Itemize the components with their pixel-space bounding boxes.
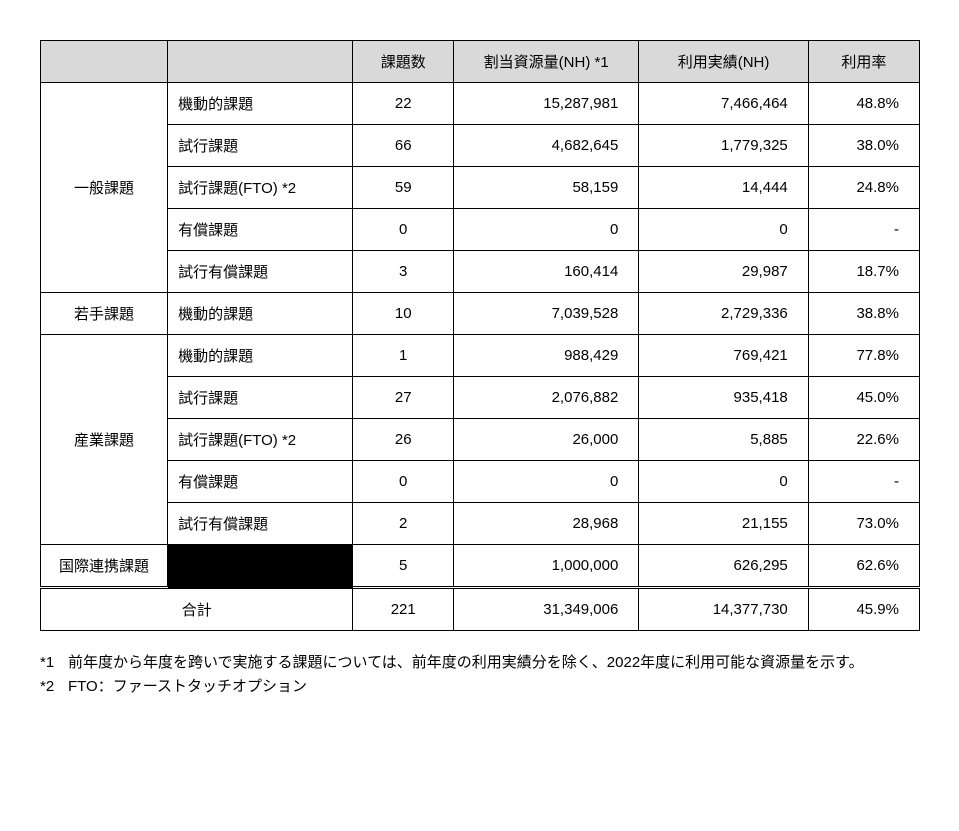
rate-cell: 45.0%	[808, 377, 919, 419]
actual-cell: 5,885	[639, 419, 808, 461]
rate-cell: 48.8%	[808, 83, 919, 125]
footnote-text: 前年度から年度を跨いで実施する課題については、前年度の利用実績分を除く、2022…	[68, 651, 920, 675]
rate-cell: -	[808, 209, 919, 251]
subcategory-cell: 機動的課題	[168, 83, 353, 125]
actual-cell: 0	[639, 209, 808, 251]
actual-cell: 7,466,464	[639, 83, 808, 125]
rate-cell: 22.6%	[808, 419, 919, 461]
alloc-cell: 0	[454, 461, 639, 503]
alloc-cell: 58,159	[454, 167, 639, 209]
rate-cell: -	[808, 461, 919, 503]
subcategory-cell: 有償課題	[168, 209, 353, 251]
table-header-row: 課題数 割当資源量(NH) *1 利用実績(NH) 利用率	[41, 41, 920, 83]
subcategory-cell: 試行有償課題	[168, 503, 353, 545]
alloc-cell: 28,968	[454, 503, 639, 545]
table-row: 試行課題(FTO) *22626,0005,88522.6%	[41, 419, 920, 461]
alloc-cell: 160,414	[454, 251, 639, 293]
header-actual: 利用実績(NH)	[639, 41, 808, 83]
rate-cell: 77.8%	[808, 335, 919, 377]
alloc-cell: 0	[454, 209, 639, 251]
actual-cell: 29,987	[639, 251, 808, 293]
actual-cell: 1,779,325	[639, 125, 808, 167]
table-row: 一般課題機動的課題2215,287,9817,466,46448.8%	[41, 83, 920, 125]
count-cell: 5	[353, 545, 454, 588]
actual-cell: 2,729,336	[639, 293, 808, 335]
alloc-cell: 4,682,645	[454, 125, 639, 167]
header-cat1	[41, 41, 168, 83]
alloc-cell: 2,076,882	[454, 377, 639, 419]
footnote-text: FTO：ファーストタッチオプション	[68, 675, 920, 699]
table-row: 試行課題(FTO) *25958,15914,44424.8%	[41, 167, 920, 209]
actual-cell: 0	[639, 461, 808, 503]
count-cell: 0	[353, 461, 454, 503]
subcategory-cell: 機動的課題	[168, 293, 353, 335]
alloc-cell: 988,429	[454, 335, 639, 377]
table-row: 有償課題000-	[41, 461, 920, 503]
count-cell: 2	[353, 503, 454, 545]
alloc-cell: 15,287,981	[454, 83, 639, 125]
header-count: 課題数	[353, 41, 454, 83]
category-cell: 産業課題	[41, 335, 168, 545]
footnotes: *1前年度から年度を跨いで実施する課題については、前年度の利用実績分を除く、20…	[40, 651, 920, 699]
count-cell: 1	[353, 335, 454, 377]
table-row: 産業課題機動的課題1988,429769,42177.8%	[41, 335, 920, 377]
category-cell: 国際連携課題	[41, 545, 168, 588]
subcategory-cell: 試行課題(FTO) *2	[168, 167, 353, 209]
resource-table: 課題数 割当資源量(NH) *1 利用実績(NH) 利用率 一般課題機動的課題2…	[40, 40, 920, 631]
total-label: 合計	[41, 588, 353, 631]
header-rate: 利用率	[808, 41, 919, 83]
footnote: *2FTO：ファーストタッチオプション	[40, 675, 920, 699]
count-cell: 3	[353, 251, 454, 293]
table-row: 国際連携課題 51,000,000626,29562.6%	[41, 545, 920, 588]
footnote-marker: *1	[40, 651, 68, 675]
count-cell: 26	[353, 419, 454, 461]
category-cell: 若手課題	[41, 293, 168, 335]
subcategory-cell: 機動的課題	[168, 335, 353, 377]
rate-cell: 38.8%	[808, 293, 919, 335]
total-count: 221	[353, 588, 454, 631]
footnote-marker: *2	[40, 675, 68, 699]
count-cell: 10	[353, 293, 454, 335]
header-cat2	[168, 41, 353, 83]
actual-cell: 626,295	[639, 545, 808, 588]
actual-cell: 21,155	[639, 503, 808, 545]
actual-cell: 935,418	[639, 377, 808, 419]
table-row: 試行有償課題228,96821,15573.0%	[41, 503, 920, 545]
rate-cell: 38.0%	[808, 125, 919, 167]
table-row: 有償課題000-	[41, 209, 920, 251]
subcategory-cell	[168, 545, 353, 588]
table-row: 試行課題664,682,6451,779,32538.0%	[41, 125, 920, 167]
actual-cell: 769,421	[639, 335, 808, 377]
count-cell: 66	[353, 125, 454, 167]
table-row: 試行有償課題3160,41429,98718.7%	[41, 251, 920, 293]
rate-cell: 24.8%	[808, 167, 919, 209]
rate-cell: 62.6%	[808, 545, 919, 588]
table-row: 若手課題機動的課題107,039,5282,729,33638.8%	[41, 293, 920, 335]
subcategory-cell: 試行課題(FTO) *2	[168, 419, 353, 461]
footnote: *1前年度から年度を跨いで実施する課題については、前年度の利用実績分を除く、20…	[40, 651, 920, 675]
total-alloc: 31,349,006	[454, 588, 639, 631]
alloc-cell: 7,039,528	[454, 293, 639, 335]
table-row: 試行課題272,076,882935,41845.0%	[41, 377, 920, 419]
count-cell: 0	[353, 209, 454, 251]
alloc-cell: 26,000	[454, 419, 639, 461]
category-cell: 一般課題	[41, 83, 168, 293]
rate-cell: 18.7%	[808, 251, 919, 293]
rate-cell: 73.0%	[808, 503, 919, 545]
total-actual: 14,377,730	[639, 588, 808, 631]
header-alloc: 割当資源量(NH) *1	[454, 41, 639, 83]
total-rate: 45.9%	[808, 588, 919, 631]
total-row: 合計22131,349,00614,377,73045.9%	[41, 588, 920, 631]
count-cell: 22	[353, 83, 454, 125]
count-cell: 59	[353, 167, 454, 209]
actual-cell: 14,444	[639, 167, 808, 209]
alloc-cell: 1,000,000	[454, 545, 639, 588]
subcategory-cell: 試行有償課題	[168, 251, 353, 293]
subcategory-cell: 試行課題	[168, 125, 353, 167]
subcategory-cell: 試行課題	[168, 377, 353, 419]
count-cell: 27	[353, 377, 454, 419]
subcategory-cell: 有償課題	[168, 461, 353, 503]
